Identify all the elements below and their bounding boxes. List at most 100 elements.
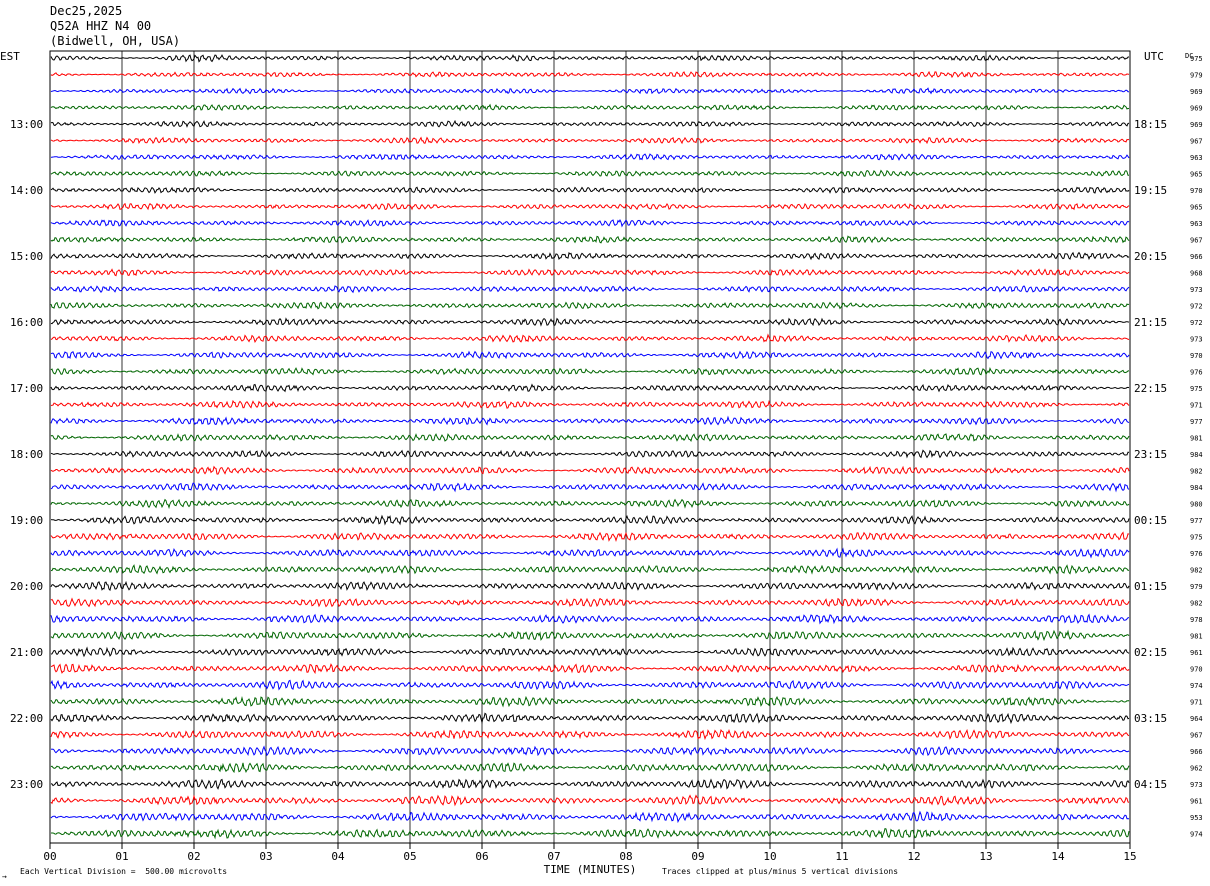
- dc-offset-label: 969: [1190, 105, 1203, 113]
- seismic-trace: [50, 695, 1130, 708]
- seismic-trace: [50, 317, 1130, 327]
- seismic-trace: [50, 679, 1130, 691]
- seismic-trace: [50, 794, 1130, 807]
- seismic-trace: [50, 87, 1129, 95]
- seismic-trace: [50, 119, 1130, 128]
- dc-offset-label: 966: [1190, 748, 1203, 756]
- seismic-trace: [50, 646, 1130, 658]
- dc-offset-label: 978: [1190, 616, 1203, 624]
- dc-offset-label: 982: [1190, 468, 1203, 476]
- x-tick-label: 01: [115, 850, 128, 863]
- dc-offset-label: 973: [1190, 286, 1203, 294]
- clip-note: Traces clipped at plus/minus 5 vertical …: [662, 867, 899, 876]
- dc-offset-label: 969: [1190, 88, 1203, 96]
- right-hour-label: 02:15: [1134, 646, 1167, 659]
- seismic-trace: [50, 465, 1130, 475]
- seismic-trace: [50, 333, 1130, 344]
- seismic-trace: [50, 350, 1130, 360]
- dc-offset-label: 979: [1190, 72, 1203, 80]
- scale-note: Each Vertical Division = 500.00 microvol…: [20, 867, 228, 876]
- dc-offset-label: 972: [1190, 319, 1203, 327]
- dc-offset-label: 979: [1190, 583, 1203, 591]
- right-hour-label: 23:15: [1134, 448, 1167, 461]
- dc-offset-label: 980: [1190, 501, 1203, 509]
- seismic-trace: [50, 285, 1130, 294]
- left-hour-label: 23:00: [10, 778, 43, 791]
- seismic-trace: [50, 251, 1130, 261]
- right-timezone-label: UTC: [1144, 50, 1164, 63]
- seismic-trace: [51, 153, 1130, 161]
- right-hour-label: 19:15: [1134, 184, 1167, 197]
- seismic-trace: [50, 367, 1130, 376]
- seismic-trace: [50, 613, 1130, 625]
- dc-offset-label: 973: [1190, 781, 1203, 789]
- dc-offset-label: 975: [1190, 385, 1203, 393]
- dc-offset-label: 975: [1190, 55, 1203, 63]
- dc-offset-label: 982: [1190, 567, 1203, 575]
- seismic-trace: [50, 712, 1130, 725]
- dc-offset-label: 977: [1190, 517, 1203, 525]
- x-tick-label: 15: [1123, 850, 1136, 863]
- left-hour-label: 21:00: [10, 646, 43, 659]
- corner-arrow-icon: →: [2, 872, 7, 881]
- dc-offset-label: 961: [1190, 798, 1203, 806]
- seismic-trace: [50, 547, 1130, 559]
- seismic-trace: [50, 449, 1130, 459]
- plot-frame: [49, 50, 1131, 844]
- dc-header-label: DC: [1185, 52, 1193, 60]
- dc-offset-label: 984: [1190, 484, 1203, 492]
- right-hour-label: 03:15: [1134, 712, 1167, 725]
- x-tick-label: 09: [691, 850, 704, 863]
- seismic-trace: [50, 531, 1130, 542]
- x-axis-label: TIME (MINUTES): [544, 863, 637, 876]
- dc-offset-label: 984: [1190, 451, 1203, 459]
- seismic-trace: [50, 415, 1130, 426]
- dc-offset-label: 970: [1190, 187, 1203, 195]
- dc-offset-label: 971: [1190, 699, 1203, 707]
- dc-offset-label: 973: [1190, 336, 1203, 344]
- x-tick-label: 04: [331, 850, 345, 863]
- station-code: Q52A HHZ N4 00: [50, 19, 152, 33]
- left-hour-label: 18:00: [10, 448, 43, 461]
- seismic-trace: [50, 762, 1130, 774]
- x-tick-label: 00: [43, 850, 56, 863]
- left-hour-label: 19:00: [10, 514, 43, 527]
- seismic-trace: [50, 564, 1130, 575]
- x-tick-label: 12: [907, 850, 920, 863]
- seismic-trace: [50, 482, 1130, 493]
- seismic-trace: [50, 103, 1130, 112]
- right-hour-label: 18:15: [1134, 118, 1167, 131]
- dc-offset-label: 967: [1190, 732, 1203, 740]
- dc-offset-label: 963: [1190, 154, 1203, 162]
- x-tick-label: 05: [403, 850, 416, 863]
- left-hour-label: 20:00: [10, 580, 43, 593]
- x-tick-label: 03: [259, 850, 272, 863]
- seismic-trace: [50, 745, 1130, 757]
- seismic-trace: [50, 268, 1130, 277]
- dc-offset-label: 971: [1190, 402, 1203, 410]
- seismic-trace: [50, 433, 1130, 443]
- dc-offset-label: 964: [1190, 715, 1203, 723]
- seismic-trace: [50, 810, 1130, 824]
- seismic-trace: [50, 580, 1130, 592]
- dc-offset-label: 972: [1190, 303, 1203, 311]
- dc-offset-label: 974: [1190, 831, 1203, 839]
- x-tick-label: 11: [835, 850, 848, 863]
- x-tick-label: 02: [187, 850, 200, 863]
- dc-offset-label: 970: [1190, 352, 1203, 360]
- seismic-trace: [50, 219, 1130, 228]
- seismic-trace: [50, 136, 1130, 145]
- dc-offset-label: 968: [1190, 270, 1203, 278]
- dc-offset-label: 976: [1190, 550, 1203, 558]
- seismic-trace: [50, 383, 1130, 393]
- x-tick-label: 14: [1051, 850, 1065, 863]
- seismic-trace: [50, 186, 1130, 194]
- dc-offset-label: 965: [1190, 204, 1203, 212]
- dc-offset-label: 975: [1190, 534, 1203, 542]
- seismic-trace: [50, 597, 1130, 608]
- seismic-trace: [50, 202, 1130, 211]
- seismic-trace: [50, 728, 1130, 741]
- x-tick-label: 07: [547, 850, 560, 863]
- left-hour-label: 14:00: [10, 184, 43, 197]
